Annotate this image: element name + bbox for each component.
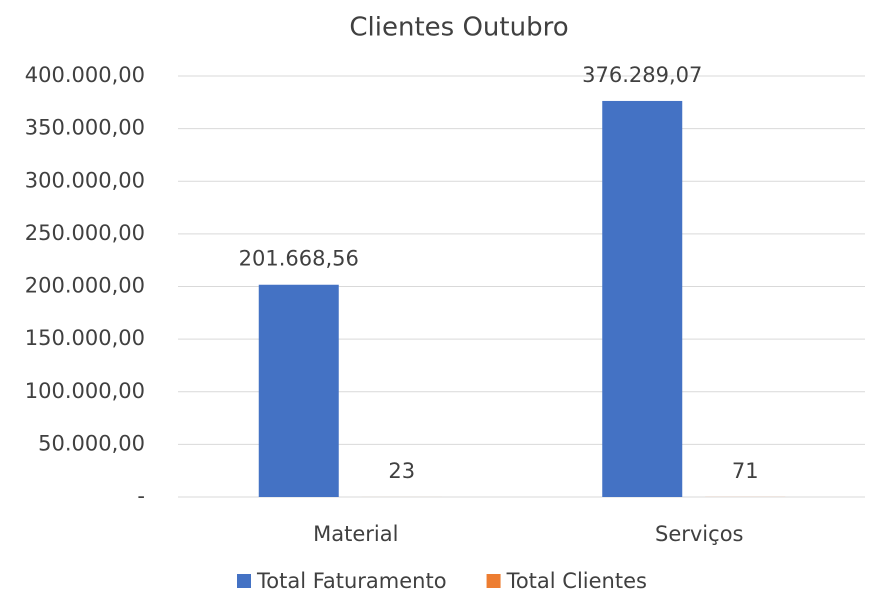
- y-tick-label: 50.000,00: [38, 431, 145, 455]
- y-tick-label: 350.000,00: [25, 116, 145, 140]
- bar: [258, 284, 339, 497]
- data-label: 23: [388, 459, 415, 483]
- bar: [602, 100, 683, 498]
- chart-title: Clientes Outubro: [349, 13, 568, 43]
- data-label: 376.289,07: [582, 63, 702, 87]
- y-tick-label: 400.000,00: [25, 63, 145, 87]
- legend-label: Total Faturamento: [256, 569, 447, 593]
- y-tick-label: 300.000,00: [25, 168, 145, 192]
- legend-swatch: [237, 574, 251, 588]
- legend-swatch: [486, 574, 501, 588]
- y-tick-label: 100.000,00: [25, 379, 145, 403]
- x-tick-label: Serviços: [655, 522, 743, 546]
- y-tick-label: 200.000,00: [25, 274, 145, 298]
- y-tick-label: 250.000,00: [25, 221, 145, 245]
- data-label: 201.668,56: [239, 247, 359, 271]
- y-tick-label: -: [137, 484, 145, 508]
- x-tick-label: Material: [313, 522, 398, 546]
- y-tick-label: 150.000,00: [25, 326, 145, 350]
- data-label: 71: [732, 459, 759, 483]
- legend-label: Total Clientes: [506, 569, 647, 593]
